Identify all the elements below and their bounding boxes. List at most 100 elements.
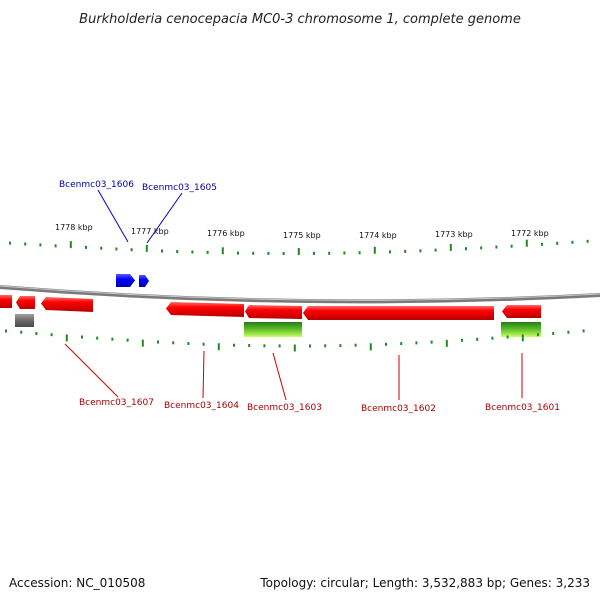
gene-label-1607[interactable]: Bcenmc03_1607 — [79, 398, 154, 408]
top-minor-tick — [130, 248, 133, 252]
top-minor-tick — [191, 250, 194, 254]
bottom-minor-tick — [491, 336, 494, 340]
scale-label-1774: 1774 kbp — [359, 231, 397, 240]
top-minor-tick — [85, 245, 87, 249]
leader-line-1607 — [64, 343, 119, 398]
feature-green-1603[interactable] — [244, 322, 302, 337]
top-minor-tick — [161, 249, 163, 253]
bottom-major-tick — [445, 339, 448, 347]
top-minor-tick — [389, 250, 391, 254]
top-minor-tick — [571, 240, 574, 244]
scale-label-1772: 1772 kbp — [511, 229, 549, 238]
genome-summary-text: Topology: circular; Length: 3,532,883 bp… — [260, 576, 590, 590]
gene-label-1602[interactable]: Bcenmc03_1602 — [361, 404, 436, 414]
top-minor-tick — [343, 251, 346, 255]
scale-labels: 1778 kbp 1777 kbp 1776 kbp 1775 kbp 1774… — [55, 223, 549, 240]
gene-bcenmc03-1606[interactable] — [116, 274, 135, 287]
bottom-minor-tick — [81, 335, 83, 339]
bottom-minor-tick — [263, 344, 266, 348]
top-major-tick — [145, 244, 148, 252]
chromosome-backbone-highlight — [0, 285, 600, 301]
bottom-minor-tick — [582, 329, 585, 333]
scale-label-1773: 1773 kbp — [435, 230, 473, 239]
leader-line-1605 — [146, 192, 183, 244]
top-minor-tick — [556, 241, 559, 245]
bottom-minor-tick — [172, 341, 175, 345]
top-minor-tick — [541, 242, 543, 246]
top-minor-tick — [465, 247, 467, 251]
bottom-minor-tick — [233, 343, 235, 347]
top-minor-tick — [267, 251, 270, 255]
bottom-minor-tick — [354, 343, 357, 347]
top-minor-tick — [419, 249, 422, 253]
bottom-minor-tick — [324, 344, 327, 348]
gene-label-1606[interactable]: Bcenmc03_1606 — [59, 180, 134, 190]
top-minor-tick — [328, 251, 331, 255]
top-minor-tick — [586, 239, 589, 243]
gene-label-1601[interactable]: Bcenmc03_1601 — [485, 403, 560, 413]
top-minor-tick — [282, 252, 285, 255]
chromosome-backbone — [0, 285, 600, 304]
bottom-minor-tick — [35, 332, 38, 335]
top-major-tick — [449, 243, 452, 251]
top-minor-tick — [313, 251, 315, 255]
bottom-minor-tick — [415, 341, 418, 345]
gene-bcenmc03-1607[interactable] — [41, 297, 93, 312]
top-minor-tick — [252, 251, 255, 255]
top-minor-tick — [100, 246, 103, 250]
gene-left-small[interactable] — [16, 296, 35, 309]
bottom-major-tick — [293, 344, 296, 352]
bottom-minor-tick — [339, 344, 342, 348]
leader-line-1604 — [202, 350, 205, 399]
top-minor-tick — [39, 243, 42, 247]
top-major-tick — [525, 239, 528, 247]
top-minor-tick — [495, 245, 498, 249]
top-minor-tick — [510, 244, 513, 248]
bottom-major-tick — [217, 343, 220, 351]
top-major-tick — [373, 246, 376, 254]
gene-left-partial[interactable] — [0, 295, 12, 308]
bottom-minor-tick — [187, 342, 190, 345]
top-minor-tick — [54, 244, 57, 248]
bottom-major-tick — [369, 343, 372, 351]
scale-label-1777: 1777 kbp — [131, 227, 169, 236]
gene-label-1604[interactable]: Bcenmc03_1604 — [164, 401, 239, 411]
scale-label-1775: 1775 kbp — [283, 231, 321, 240]
bottom-minor-tick — [157, 340, 159, 344]
bottom-minor-tick — [50, 333, 53, 337]
top-minor-tick — [404, 249, 407, 253]
bottom-minor-tick — [202, 342, 205, 346]
bottom-minor-tick — [385, 342, 387, 346]
top-minor-tick — [176, 250, 179, 253]
feature-gray-block[interactable] — [15, 314, 34, 327]
bottom-minor-tick — [111, 337, 114, 341]
top-major-tick — [221, 247, 224, 255]
bottom-minor-tick — [537, 333, 539, 337]
feature-green-1601[interactable] — [501, 322, 541, 337]
bottom-minor-tick — [506, 335, 509, 339]
top-minor-tick — [9, 241, 11, 245]
bottom-major-tick — [141, 339, 144, 347]
bottom-minor-tick — [5, 329, 7, 333]
bottom-minor-tick — [567, 330, 570, 334]
bottom-major-tick — [521, 334, 524, 342]
bottom-minor-tick — [96, 336, 99, 340]
bottom-minor-tick — [126, 338, 129, 342]
bottom-major-tick — [65, 334, 68, 342]
gene-label-1605[interactable]: Bcenmc03_1605 — [142, 183, 217, 193]
bottom-minor-tick — [248, 344, 251, 347]
gene-bcenmc03-1601[interactable] — [502, 305, 541, 318]
gene-label-1603[interactable]: Bcenmc03_1603 — [247, 403, 322, 413]
accession-text: Accession: NC_010508 — [9, 576, 146, 590]
bottom-minor-tick — [552, 332, 555, 335]
map-title: Burkholderia cenocepacia MC0-3 chromosom… — [79, 12, 521, 27]
bottom-minor-tick — [430, 340, 433, 344]
gene-bcenmc03-1604[interactable] — [166, 302, 244, 317]
gene-bcenmc03-1603[interactable] — [245, 305, 302, 319]
gene-bcenmc03-1605[interactable] — [139, 275, 149, 287]
top-major-tick — [69, 241, 72, 249]
bottom-minor-tick — [309, 344, 311, 348]
scale-ticks-bottom — [5, 329, 585, 352]
gene-bcenmc03-1602[interactable] — [303, 306, 494, 320]
top-minor-tick — [115, 247, 118, 251]
